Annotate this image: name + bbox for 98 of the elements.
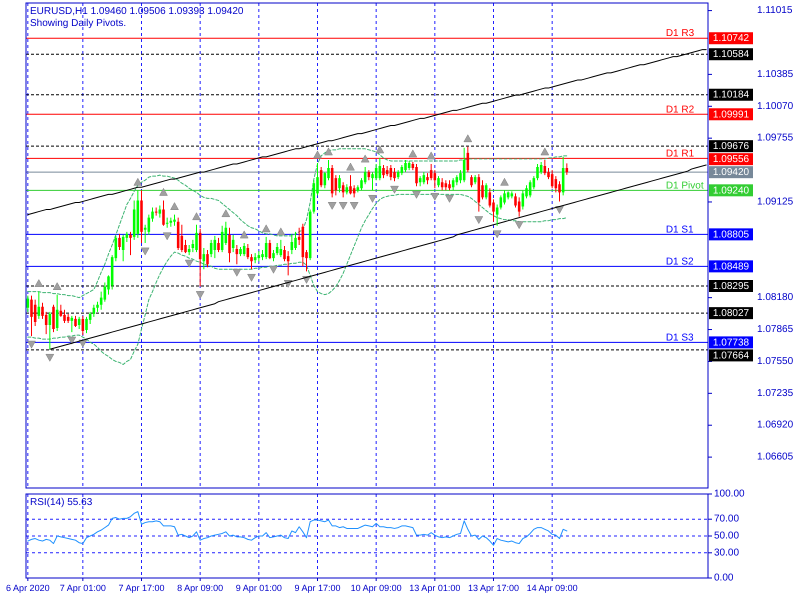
point [240,230,248,238]
ref-line-label: 1.09420 [712,167,750,178]
annotation: D1 S3 [666,332,694,344]
y-tick-label: 70.00 [714,514,740,525]
ref-line-label: 1.07664 [712,350,750,362]
point [184,260,194,268]
ref-line-label: 1.08805 [712,229,750,240]
point [426,152,436,160]
x-tick-label: 8 Apr 09:00 [177,583,224,593]
point [328,202,336,210]
point [514,221,524,229]
point [346,162,355,170]
point [262,224,270,232]
candlestick [437,176,440,188]
point [338,202,348,210]
point [464,134,472,142]
point [324,148,333,156]
y-tick-label: 1.07550 [757,356,794,367]
point [313,150,322,158]
annotation: D1 S1 [666,224,694,236]
y-tick-label: 30.00 [714,547,740,558]
point [269,266,278,274]
point [412,190,421,199]
y-tick-label: 1.06605 [757,452,794,463]
point [192,212,201,220]
line-series [27,511,568,546]
ref-line-label: 1.10584 [712,49,750,60]
point [474,216,484,224]
candlestick [129,232,132,256]
ref-line-label: 1.10184 [712,90,750,101]
point [46,354,54,362]
y-tick-label: 1.08180 [757,292,794,304]
y-tick-label: 1.09125 [757,196,794,208]
point [408,150,418,158]
chart-title: RSI(14) 55.63 [30,497,93,508]
point [492,230,502,238]
text: Showing Daily Pivots. [30,18,126,29]
point [350,202,358,210]
x-tick-label: 9 Apr 17:00 [294,583,341,593]
y-tick-label: 1.10385 [757,68,794,80]
point [390,186,399,194]
ref-line-label: 1.08027 [712,308,750,320]
point [540,148,550,156]
line-series [27,49,707,216]
point [134,178,142,186]
x-tick-label: 13 Apr 17:00 [468,583,520,593]
ref-line-label: 1.08295 [712,281,750,292]
point [368,194,377,203]
point [232,268,242,277]
ref-line-label: 1.10742 [712,33,750,44]
point [27,340,36,348]
ref-line-label: 1.09556 [712,154,750,166]
point [170,202,179,210]
point [52,282,62,290]
y-tick-label: 1.10070 [757,100,794,112]
point [247,274,256,282]
point [276,228,286,236]
point [196,291,204,299]
x-tick-label: 10 Apr 09:00 [350,583,402,593]
y-tick-label: 50.00 [714,530,740,542]
point [68,336,76,344]
candlestick [173,214,176,226]
y-tick-label: 1.09755 [757,132,794,144]
y-tick-label: 1.06920 [757,420,794,431]
ref-line-label: 1.09991 [712,109,750,120]
annotation: D1 S2 [666,256,694,268]
ref-line-label: 1.08489 [712,261,750,272]
point [34,279,44,287]
y-tick-label: 0.00 [714,572,734,584]
y-tick-label: 100.00 [714,488,746,500]
y-tick-label: 1.07865 [757,324,794,336]
ref-line-label: 1.09676 [712,141,750,152]
y-tick-label: 1.07235 [757,388,794,399]
point [140,248,150,256]
annotation: D1 Pivot [666,180,704,192]
x-tick-label: 9 Apr 01:00 [236,583,282,593]
x-tick-label: 7 Apr 17:00 [118,583,165,593]
point [222,209,230,218]
ref-line-label: 1.09240 [712,185,750,196]
x-tick-label: 14 Apr 09:00 [526,583,578,593]
ref-line-label: 1.07738 [712,337,750,348]
point [445,194,454,203]
chart-title: EURUSD,H1 1.09460 1.09506 1.09393 1.09420 [30,6,244,17]
point [500,178,509,186]
annotation: D1 R1 [666,148,695,160]
point [376,146,384,154]
point [162,232,172,240]
y-tick-label: 1.11015 [757,5,793,16]
point [430,192,440,201]
point [360,154,370,162]
annotation: D1 R2 [666,104,695,116]
candlestick [448,180,451,190]
x-tick-label: 7 Apr 01:00 [60,583,106,593]
annotation: D1 R3 [666,28,695,40]
x-tick-label: 6 Apr 2020 [6,583,50,593]
x-tick-label: 13 Apr 01:00 [409,583,460,593]
candlestick [166,218,168,228]
point [159,188,168,196]
